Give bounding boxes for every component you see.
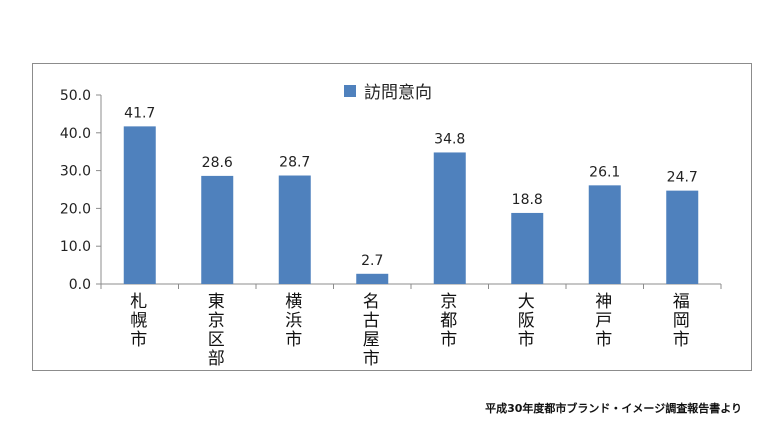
bar (278, 175, 311, 284)
data-label: 41.7 (124, 105, 155, 121)
x-tick-label: 東京区部 (207, 292, 225, 369)
source-note: 平成30年度都市ブランド・イメージ調査報告書より (485, 402, 742, 415)
x-tick-label: 名古屋市 (362, 292, 380, 369)
bar-chart: 0.0 10.0 20.0 30.0 40.0 50.0 41.7 28.6 28.7 2.7 34… (60, 88, 722, 293)
bar (123, 126, 156, 285)
data-label: 34.8 (434, 131, 465, 147)
y-tick-label: 40.0 (60, 126, 91, 142)
y-tick-label: 50.0 (60, 88, 91, 104)
y-tick-label: 20.0 (60, 201, 91, 217)
y-tick-label: 30.0 (60, 164, 91, 180)
data-label: 28.7 (279, 155, 310, 171)
bar (511, 212, 544, 284)
data-label: 28.6 (202, 155, 233, 171)
bar (666, 190, 699, 284)
x-tick-label: 大阪市 (517, 292, 535, 350)
data-label: 2.7 (361, 253, 383, 269)
chart-frame: 0.0 10.0 20.0 30.0 40.0 50.0 41.7 28.6 28.7 2.7 34… (32, 63, 752, 371)
legend-label: 訪問意向 (364, 83, 432, 103)
x-tick-label: 京都市 (440, 292, 458, 350)
legend-swatch (344, 84, 356, 97)
x-tick-label: 横浜市 (285, 292, 303, 350)
data-label: 24.7 (667, 170, 698, 186)
data-label: 26.1 (589, 164, 620, 180)
chart-legend: 訪問意向 (344, 78, 432, 103)
data-label: 18.8 (512, 192, 543, 208)
x-tick-label: 札幌市 (130, 292, 148, 350)
bar (588, 185, 621, 284)
bar (356, 273, 389, 284)
x-tick-label: 神戸市 (595, 292, 613, 350)
bar (201, 175, 234, 284)
x-tick-label: 福岡市 (672, 292, 690, 350)
y-tick-label: 10.0 (60, 239, 91, 255)
bar (433, 152, 466, 284)
y-tick-label: 0.0 (69, 277, 91, 293)
